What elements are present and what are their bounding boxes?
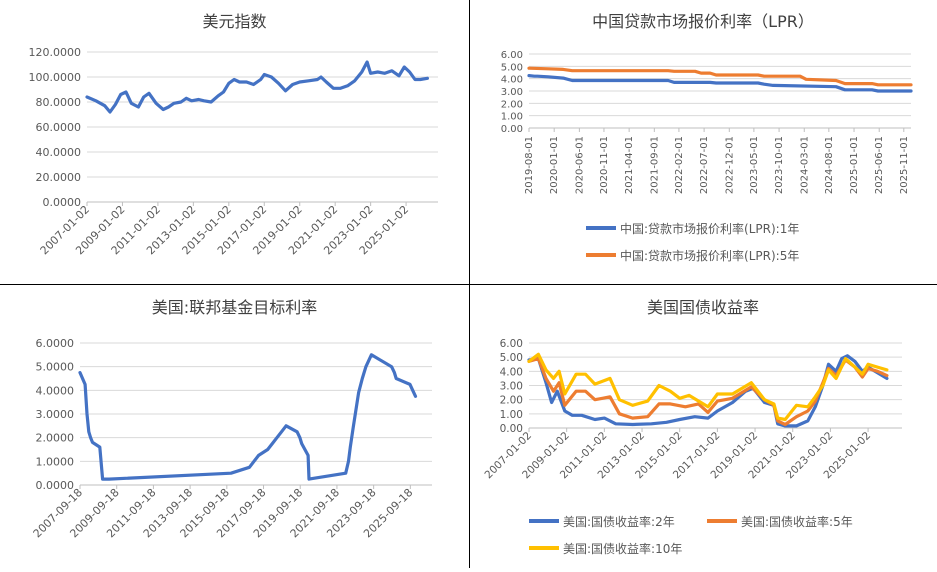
y-tick-label: 2.00 [500,395,523,407]
y-tick-label: 5.0000 [36,361,75,374]
y-tick-label: 6.0000 [36,337,75,350]
legend-label: 中国:贷款市场报价利率(LPR):1年 [620,221,799,236]
x-tick-label: 2024-03-01 [799,136,810,194]
chart-title: 中国贷款市场报价利率（LPR） [592,12,814,31]
y-tick-label: 1.00 [500,409,523,421]
y-tick-label: 4.0000 [36,384,75,397]
y-tick-label: 6.00 [500,338,523,350]
series-line-2 [527,66,913,87]
y-tick-label: 120.0000 [29,46,82,59]
series-line-1 [527,354,889,428]
us-treasury-yield-chart-panel: 美国国债收益率 0.00 1.00 2.00 3.00 4.00 5.00 6.00 2007-… [469,284,937,568]
x-tick-label: 2023-10-01 [774,136,785,194]
x-tick-label: 2022-07-01 [699,136,710,194]
legend-label: 美国:国债收益率:5年 [741,514,853,529]
y-tick-label: 4.00 [501,75,523,86]
y-tick-label: 4.00 [500,366,523,378]
china-lpr-chart: 中国贷款市场报价利率（LPR） 0.001.00 2.003.004.00 5.006… [501,12,913,263]
y-tick-label: 2.0000 [36,432,75,445]
y-tick-label: 40.0000 [36,146,82,159]
y-tick-label: 100.0000 [29,71,82,84]
y-tick-label: 3.00 [501,87,523,98]
chart-title: 美元指数 [202,12,266,31]
china-lpr-chart-panel: 中国贷款市场报价利率（LPR） 0.00 1.00 2.00 3.00 4.00 5.00 6… [469,0,937,284]
panel-divider-horizontal [0,284,937,285]
dollar-index-chart: 美元指数 0.0000 20.0000 40.0000 60.0000 80.0000 10… [29,12,438,257]
x-tick-label: 2023-05-01 [749,136,760,194]
x-tick-label: 2020-11-01 [599,136,610,194]
series-line-1 [85,60,429,114]
chart-title: 美国国债收益率 [647,298,759,317]
y-tick-label: 80.0000 [36,96,82,109]
chart-title: 美国:联邦基金目标利率 [152,298,317,317]
x-tick-label: 2019-08-01 [524,136,535,194]
x-tick-label: 2024-08-01 [824,136,835,194]
legend-label: 中国:贷款市场报价利率(LPR):5年 [620,248,799,263]
series-line-1 [78,353,418,481]
us-fed-funds-chart: 美国:联邦基金目标利率 0.0000 1.0000 2.0000 3.0000 4.000… [31,298,432,540]
y-tick-label: 2.00 [501,99,523,110]
x-tick-label: 2021-09-01 [649,136,660,194]
series-line-2 [527,356,889,427]
series-line-3 [527,352,889,422]
us-fed-funds-chart-panel: 美国:联邦基金目标利率 0.0000 1.0000 2.0000 3.0000 4.000… [0,284,469,568]
x-tick-label: 2022-12-01 [724,136,735,194]
y-tick-label: 3.00 [500,381,523,393]
y-tick-label: 3.0000 [36,408,75,421]
y-tick-label: 0.00 [501,124,523,135]
y-tick-label: 1.0000 [36,455,75,468]
us-treasury-yield-chart: 美国国债收益率0.001.002.003.004.005.006.002007-… [482,298,902,556]
y-tick-label: 0.0000 [36,479,75,492]
y-tick-label: 6.00 [501,50,523,61]
y-tick-label: 0.00 [500,423,523,435]
x-tick-label: 2021-04-01 [624,136,635,194]
x-tick-label: 2020-06-01 [574,136,585,194]
y-tick-label: 5.00 [501,62,523,73]
dollar-index-chart-panel: 美元指数 0.0000 20.0000 40.0000 60.0000 80.0000 10… [0,0,469,284]
legend-label: 美国:国债收益率:2年 [563,514,675,529]
y-tick-label: 20.0000 [36,171,82,184]
x-tick-label: 2025-06-01 [874,136,885,194]
legend-label: 美国:国债收益率:10年 [563,541,682,556]
series-line-1 [527,73,913,93]
x-tick-label: 2020-01-01 [549,136,560,194]
y-tick-label: 5.00 [500,352,523,364]
x-tick-label: 2025-11-01 [899,136,910,194]
y-tick-label: 60.0000 [36,121,82,134]
x-tick-label: 2025-01-01 [849,136,860,194]
y-tick-label: 1.00 [501,112,523,123]
y-tick-label: 0.0000 [43,196,82,209]
x-tick-label: 2022-02-01 [674,136,685,194]
